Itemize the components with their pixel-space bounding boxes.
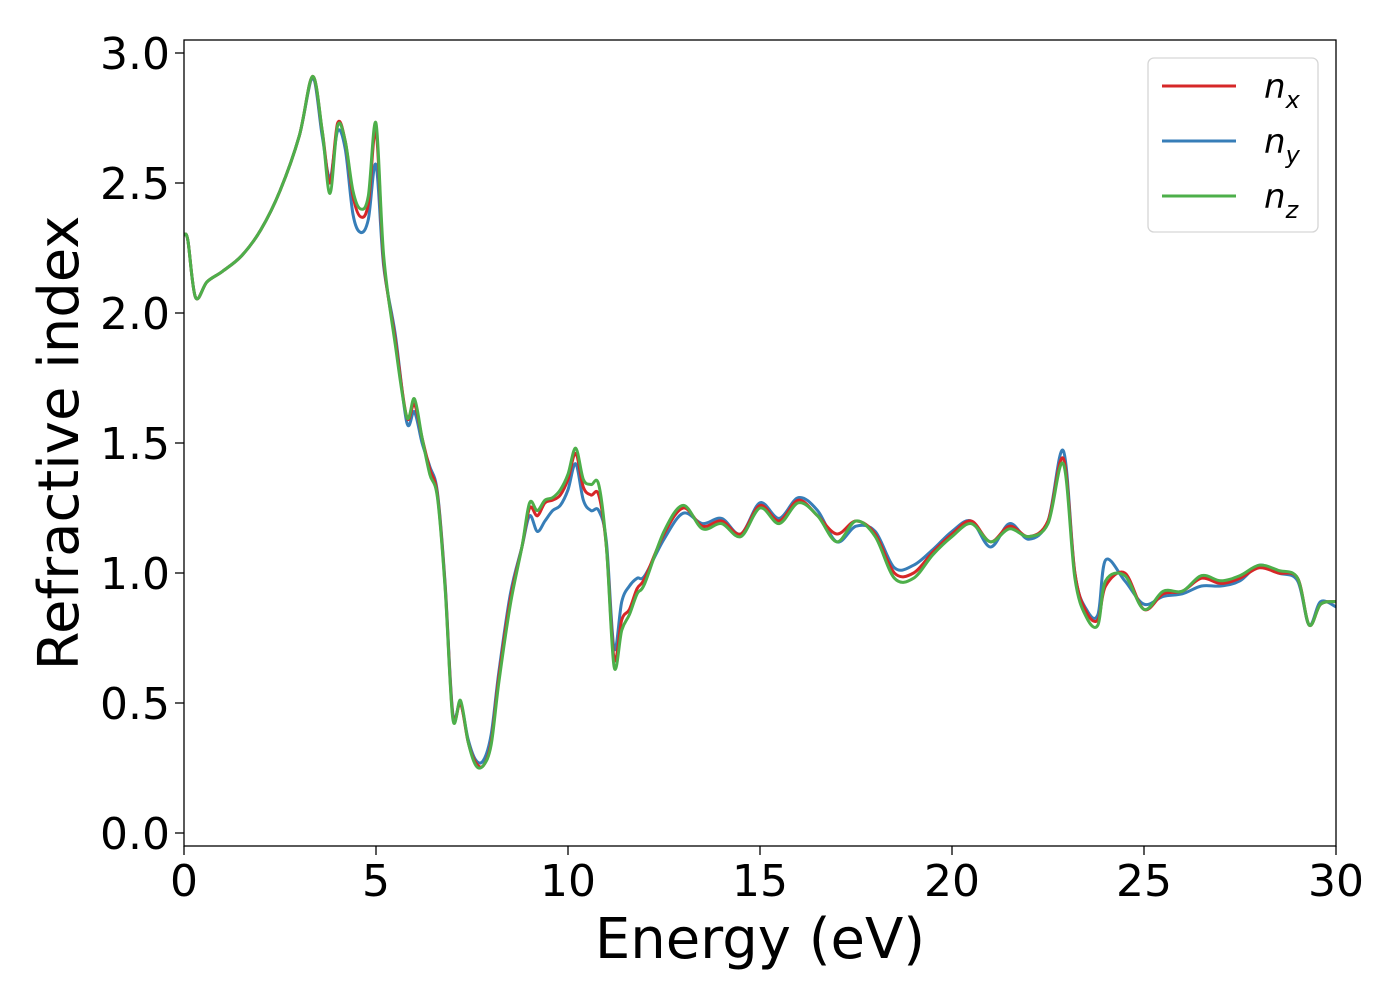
y-tick-label: 2.0 — [100, 289, 170, 340]
y-axis-ticks: 0.0 0.5 1.0 1.5 2.0 2.5 3.0 — [100, 29, 184, 860]
x-tick-label: 25 — [1116, 856, 1172, 907]
x-tick-label: 10 — [540, 856, 596, 907]
legend: nx ny nz — [1147, 57, 1319, 233]
legend-box — [1147, 57, 1319, 233]
y-tick-label: 1.5 — [100, 419, 170, 470]
series-layer — [184, 74, 1336, 770]
x-axis-label: Energy (eV) — [595, 907, 925, 972]
x-tick-label: 30 — [1308, 856, 1364, 907]
legend-label-y: ny — [1264, 122, 1301, 169]
legend-label-x: nx — [1264, 67, 1301, 114]
x-tick-label: 5 — [362, 856, 390, 907]
legend-entries: nx ny nz — [1162, 67, 1301, 224]
y-tick-label: 0.0 — [100, 809, 170, 860]
y-tick-label: 1.0 — [100, 549, 170, 600]
legend-label-z: nz — [1264, 177, 1300, 224]
x-tick-label: 15 — [732, 856, 788, 907]
y-axis-label: Refractive index — [27, 216, 92, 671]
y-tick-label: 0.5 — [100, 679, 170, 730]
series-line-x — [184, 74, 1336, 769]
x-tick-label: 0 — [170, 856, 198, 907]
y-tick-label: 3.0 — [100, 29, 170, 80]
x-axis-ticks: 0 5 10 15 20 25 30 — [170, 846, 1364, 907]
series-line-z — [184, 74, 1336, 770]
y-tick-label: 2.5 — [100, 159, 170, 210]
x-tick-label: 20 — [924, 856, 980, 907]
